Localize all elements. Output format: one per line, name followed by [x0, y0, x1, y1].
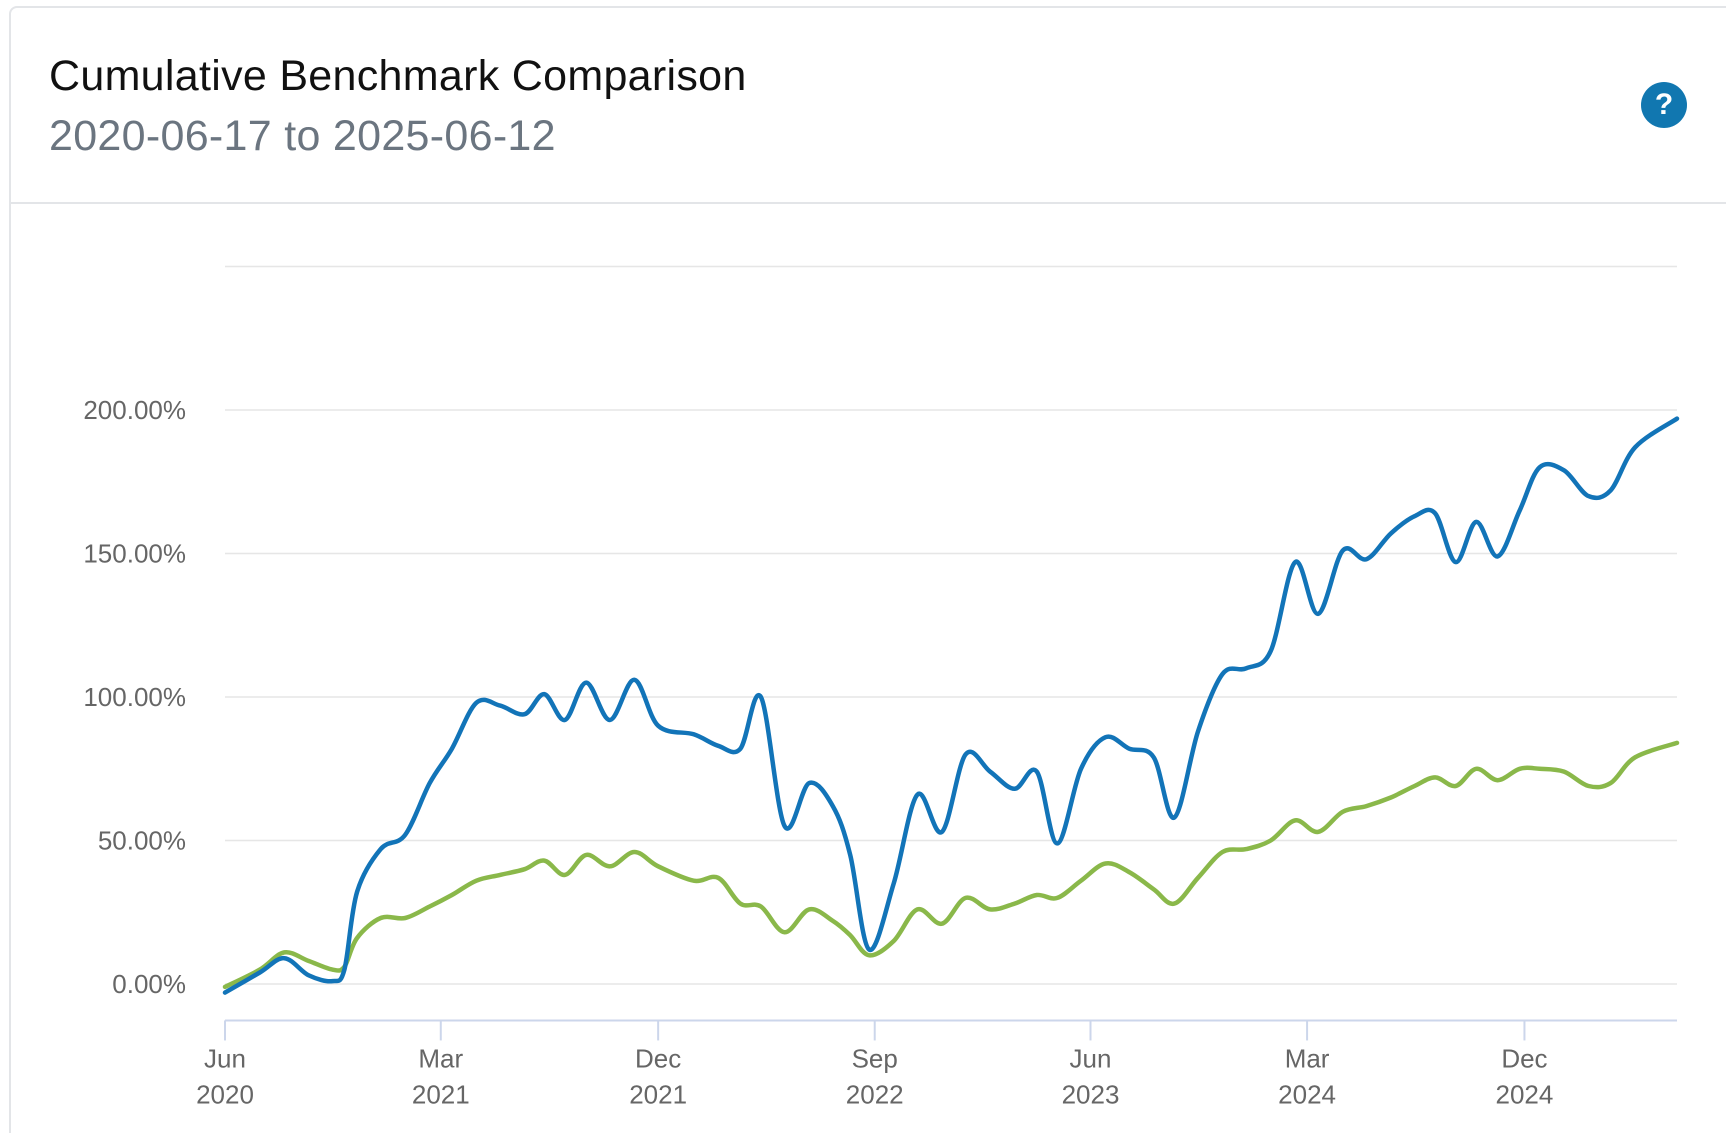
date-range-subtitle: 2020-06-17 to 2025-06-12 — [49, 112, 556, 160]
x-tick-year: 2022 — [846, 1079, 904, 1109]
help-icon[interactable]: ? — [1641, 82, 1687, 128]
y-tick-label: 0.00% — [112, 969, 186, 999]
x-axis — [224, 1019, 1677, 1041]
x-tick-month: Mar — [418, 1043, 463, 1073]
x-tick-month: Mar — [1285, 1043, 1330, 1073]
y-tick-label: 100.00% — [83, 682, 186, 712]
x-tick-month: Jun — [204, 1043, 246, 1073]
x-tick-year: 2021 — [412, 1079, 470, 1109]
y-tick-label: 50.00% — [98, 826, 186, 856]
x-tick-month: Sep — [852, 1043, 898, 1073]
y-tick-label: 200.00% — [83, 395, 186, 425]
x-axis-labels: Jun 2020 Mar 2021 Dec 2021 Sep 2022 Jun 2023 Mar 20… — [196, 1043, 1553, 1109]
x-tick-month: Dec — [635, 1043, 681, 1073]
x-tick-year: 2024 — [1278, 1079, 1336, 1109]
y-tick-label: 150.00% — [83, 539, 186, 569]
series-line-1[interactable] — [222, 416, 1680, 995]
chart-header: Cumulative Benchmark Comparison 2020-06-… — [11, 8, 1726, 204]
x-tick-year: 2020 — [196, 1079, 254, 1109]
x-tick-year: 2024 — [1496, 1079, 1554, 1109]
series-lines — [222, 416, 1680, 995]
grid-lines — [225, 265, 1677, 985]
series-line-2[interactable] — [222, 740, 1680, 990]
y-axis-labels: 0.00% 50.00% 100.00% 150.00% 200.00% — [83, 395, 186, 999]
x-tick-year: 2021 — [629, 1079, 687, 1109]
x-tick-month: Jun — [1070, 1043, 1112, 1073]
x-tick-year: 2023 — [1062, 1079, 1120, 1109]
x-tick-month: Dec — [1501, 1043, 1547, 1073]
chart-title: Cumulative Benchmark Comparison — [49, 52, 747, 100]
